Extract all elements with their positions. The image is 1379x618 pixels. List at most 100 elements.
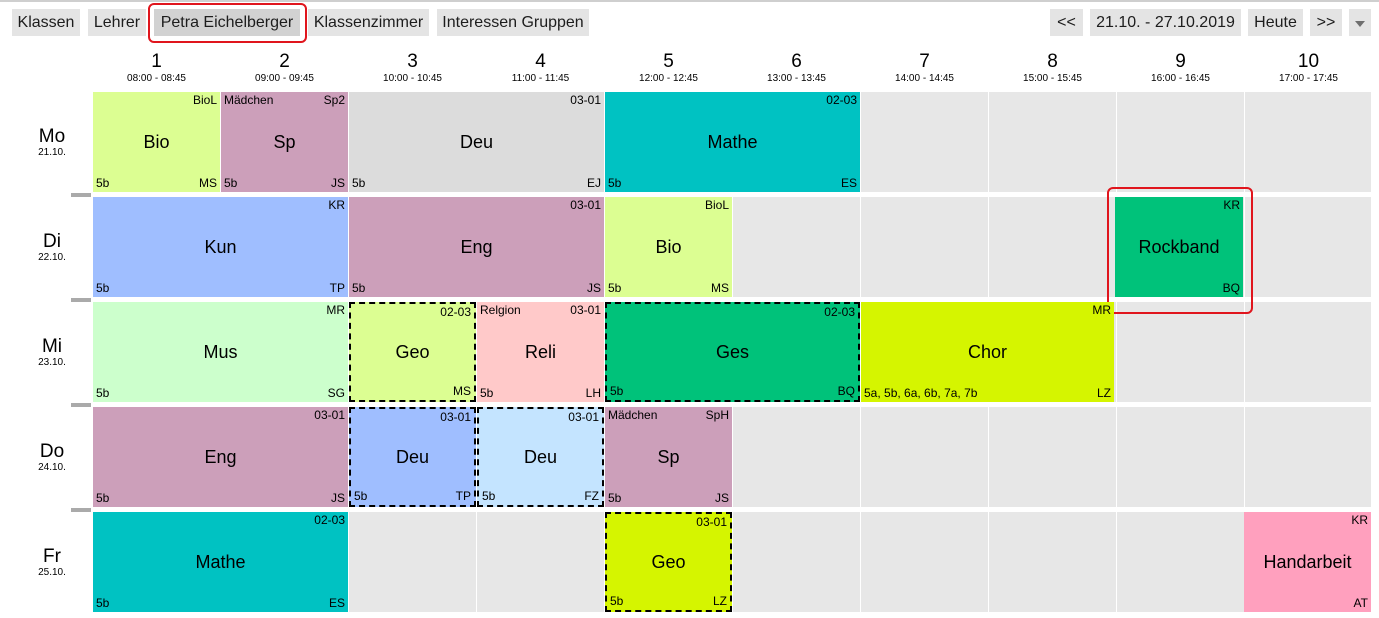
grid-column-divider bbox=[1244, 92, 1245, 612]
tab-klassenzimmer[interactable]: Klassenzimmer bbox=[308, 9, 429, 36]
lesson-subject: Deu bbox=[395, 447, 430, 467]
tab-petra-eichelberger[interactable]: Petra Eichelberger bbox=[154, 9, 300, 36]
lesson-teacher: JS bbox=[714, 491, 729, 505]
day-date: 25.10. bbox=[38, 567, 66, 578]
lesson-class: 5b bbox=[354, 489, 368, 503]
lesson-subject: Geo bbox=[395, 342, 430, 362]
tab-klassen[interactable]: Klassen bbox=[12, 9, 80, 36]
day-name: Di bbox=[43, 231, 61, 252]
next-week-button[interactable]: >> bbox=[1310, 9, 1342, 36]
lesson-room: 03-01 bbox=[440, 410, 471, 424]
lesson-subject: Reli bbox=[524, 342, 556, 362]
lesson-subject: Geo bbox=[651, 552, 686, 572]
lesson-room: 03-01 bbox=[314, 408, 345, 422]
week-range-label[interactable]: 21.10. - 27.10.2019 bbox=[1090, 9, 1241, 36]
grid-column-divider bbox=[476, 92, 477, 612]
lesson-card[interactable]: 03-01 Deu 5b FZ bbox=[477, 407, 604, 507]
tab-lehrer[interactable]: Lehrer bbox=[88, 9, 146, 36]
lesson-class: 5b bbox=[482, 489, 496, 503]
lesson-card[interactable]: 02-03 Mathe 5b ES bbox=[605, 92, 860, 192]
day-date: 24.10. bbox=[38, 462, 66, 473]
lesson-class: 5b bbox=[608, 491, 622, 505]
lesson-room: 02-03 bbox=[314, 513, 345, 527]
lesson-teacher: BQ bbox=[837, 384, 855, 398]
row-resize-handle[interactable] bbox=[71, 508, 91, 512]
lesson-subject: Deu bbox=[523, 447, 558, 467]
lesson-room: KR bbox=[1223, 198, 1240, 212]
lesson-tag: Relgion bbox=[480, 303, 521, 317]
lesson-room: BioL bbox=[704, 198, 729, 212]
lesson-class: 5b bbox=[96, 491, 110, 505]
lesson-card[interactable]: KR Handarbeit AT bbox=[1244, 512, 1371, 612]
grid-column-divider bbox=[1116, 92, 1117, 612]
lesson-room: 02-03 bbox=[440, 305, 471, 319]
grid-row-divider bbox=[93, 402, 1371, 407]
lesson-card[interactable]: 02-03 Mathe 5b ES bbox=[93, 512, 348, 612]
day-date: 21.10. bbox=[38, 147, 66, 158]
lesson-teacher: MS bbox=[711, 281, 729, 295]
period-time: 13:00 - 13:45 bbox=[767, 73, 826, 84]
lesson-teacher: MS bbox=[199, 176, 217, 190]
period-number: 2 bbox=[279, 51, 290, 72]
lesson-card[interactable]: 02-03 Geo MS bbox=[349, 302, 476, 402]
lesson-class: 5b bbox=[352, 176, 366, 190]
grid-column-divider bbox=[348, 92, 349, 612]
lesson-card[interactable]: KR Kun 5b TP bbox=[93, 197, 348, 297]
period-time: 15:00 - 15:45 bbox=[1023, 73, 1082, 84]
lesson-card[interactable]: 02-03 Ges 5b BQ bbox=[605, 302, 860, 402]
lesson-card[interactable]: 03-01 Eng 5b JS bbox=[93, 407, 348, 507]
top-border bbox=[0, 0, 1379, 2]
lesson-subject: Handarbeit bbox=[1263, 552, 1352, 572]
lesson-room: 02-03 bbox=[826, 93, 857, 107]
lesson-card[interactable]: 03-01 Deu 5b TP bbox=[349, 407, 476, 507]
lesson-teacher: LH bbox=[585, 386, 601, 400]
day-date: 22.10. bbox=[38, 252, 66, 263]
row-resize-handle[interactable] bbox=[71, 403, 91, 407]
period-number: 4 bbox=[535, 51, 546, 72]
tab-interessen-gruppen[interactable]: Interessen Gruppen bbox=[437, 9, 589, 36]
lesson-card[interactable]: 03-01 Geo 5b LZ bbox=[605, 512, 732, 612]
lesson-card[interactable]: MR Chor 5a, 5b, 6a, 6b, 7a, 7b LZ bbox=[861, 302, 1114, 402]
day-name: Fr bbox=[43, 546, 61, 567]
row-resize-handle[interactable] bbox=[71, 298, 91, 302]
today-button[interactable]: Heute bbox=[1248, 9, 1303, 36]
lesson-room: MR bbox=[1092, 303, 1111, 317]
period-number: 7 bbox=[919, 51, 930, 72]
lesson-subject: Sp bbox=[273, 132, 296, 152]
lesson-card[interactable]: Mädchen SpH Sp 5b JS bbox=[605, 407, 732, 507]
chevron-down-icon bbox=[1355, 20, 1365, 27]
period-number: 8 bbox=[1047, 51, 1058, 72]
lesson-card[interactable]: BioL Bio 5b MS bbox=[605, 197, 732, 297]
lesson-class: 5b bbox=[96, 281, 110, 295]
lesson-room: KR bbox=[1351, 513, 1368, 527]
lesson-subject: Mathe bbox=[707, 132, 758, 152]
period-number: 6 bbox=[791, 51, 802, 72]
period-number: 3 bbox=[407, 51, 418, 72]
lesson-teacher: AT bbox=[1353, 596, 1368, 610]
lesson-teacher: TP bbox=[455, 489, 471, 503]
lesson-card[interactable]: MR Mus 5b SG bbox=[93, 302, 348, 402]
dropdown-button[interactable] bbox=[1349, 9, 1371, 36]
lesson-class: 5b bbox=[96, 176, 110, 190]
lesson-card[interactable]: 03-01 Eng 5b JS bbox=[349, 197, 604, 297]
lesson-card[interactable]: Relgion 03-01 Reli 5b LH bbox=[477, 302, 604, 402]
lesson-subject: Eng bbox=[460, 237, 493, 257]
lesson-teacher: ES bbox=[840, 176, 857, 190]
day-date: 23.10. bbox=[38, 357, 66, 368]
lesson-teacher: JS bbox=[330, 491, 345, 505]
lesson-room: Sp2 bbox=[323, 93, 345, 107]
lesson-class: 5b bbox=[610, 594, 624, 608]
period-time: 08:00 - 08:45 bbox=[127, 73, 186, 84]
period-time: 09:00 - 09:45 bbox=[255, 73, 314, 84]
row-resize-handle[interactable] bbox=[71, 193, 91, 197]
period-time: 14:00 - 14:45 bbox=[895, 73, 954, 84]
lesson-class: 5b bbox=[224, 176, 238, 190]
lesson-subject: Sp bbox=[657, 447, 680, 467]
lesson-card[interactable]: 03-01 Deu 5b EJ bbox=[349, 92, 604, 192]
lesson-card[interactable]: BioL Bio 5b MS bbox=[93, 92, 220, 192]
prev-week-button[interactable]: << bbox=[1050, 9, 1083, 36]
lesson-card[interactable]: KR Rockband BQ bbox=[1115, 197, 1243, 297]
lesson-card[interactable]: Mädchen Sp2 Sp 5b JS bbox=[221, 92, 348, 192]
lesson-subject: Mathe bbox=[195, 552, 246, 572]
lesson-teacher: JS bbox=[330, 176, 345, 190]
